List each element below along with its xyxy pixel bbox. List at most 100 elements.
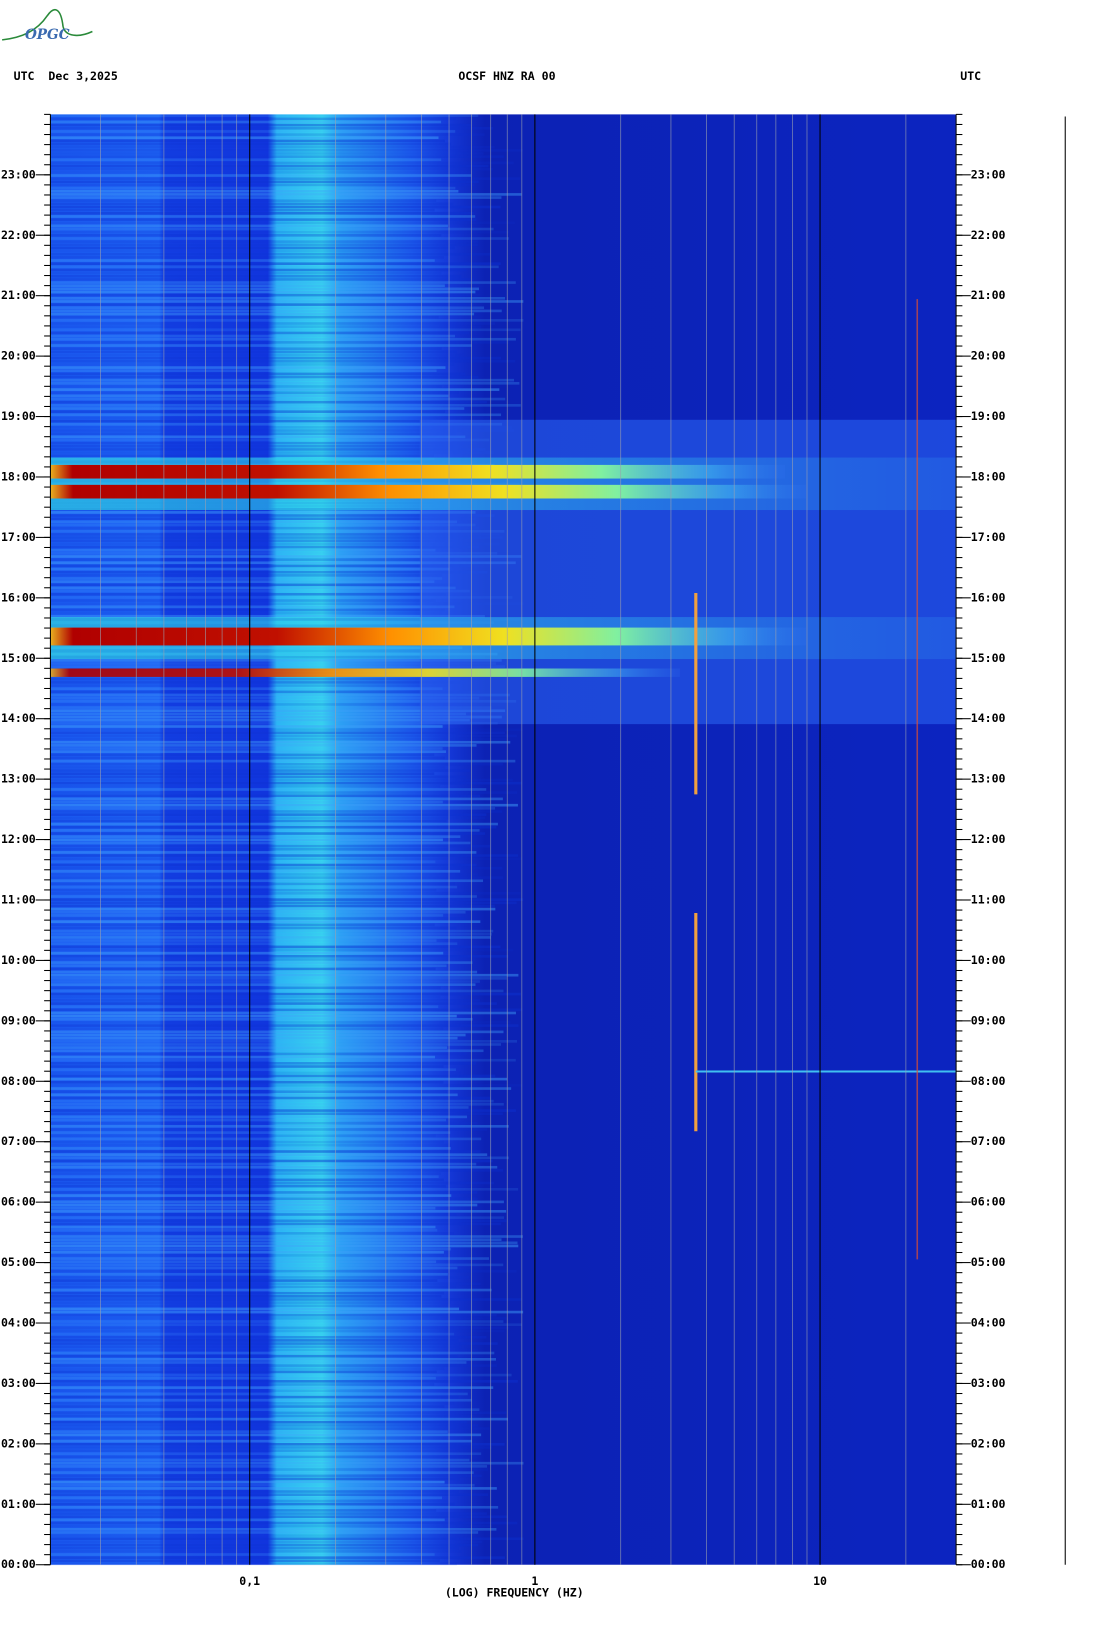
streak xyxy=(50,149,523,152)
streak xyxy=(50,1159,493,1163)
streak xyxy=(50,1335,487,1339)
y-tick-label: 21:00 xyxy=(971,288,1006,302)
streak xyxy=(50,1027,444,1031)
streak xyxy=(50,586,456,590)
streak xyxy=(50,1118,447,1122)
streak xyxy=(50,306,485,310)
streak xyxy=(50,561,516,565)
streak xyxy=(50,722,498,725)
streak xyxy=(50,923,435,927)
streak xyxy=(50,274,462,278)
streak xyxy=(50,819,447,823)
streak xyxy=(50,665,506,668)
streak xyxy=(50,822,498,826)
streak xyxy=(50,759,516,763)
y-tick-label: 15:00 xyxy=(971,651,1006,665)
y-tick-label: 08:00 xyxy=(1,1074,36,1088)
streak xyxy=(50,989,504,993)
streak xyxy=(50,1524,492,1528)
streak xyxy=(50,854,519,857)
streak xyxy=(50,756,445,760)
streak xyxy=(50,1235,523,1238)
streak xyxy=(50,211,474,215)
streak xyxy=(50,1461,524,1465)
streak xyxy=(50,1348,479,1352)
chart-title: OCSF HNZ RA 00 xyxy=(458,69,555,83)
streak xyxy=(50,583,457,587)
streak xyxy=(50,1191,478,1194)
streak xyxy=(50,385,442,388)
streak xyxy=(50,1465,488,1468)
y-tick-label: 23:00 xyxy=(971,167,1006,181)
streak xyxy=(50,312,475,316)
streak xyxy=(50,1002,497,1005)
streak xyxy=(50,929,494,933)
streak xyxy=(50,1077,508,1081)
y-tick-label: 20:00 xyxy=(1,349,36,363)
streak xyxy=(50,1480,445,1484)
streak xyxy=(50,986,441,990)
streak xyxy=(50,611,443,615)
streak xyxy=(50,844,491,848)
streak xyxy=(50,426,512,429)
streak xyxy=(50,1046,448,1049)
streak xyxy=(50,762,503,766)
streak xyxy=(50,1357,496,1361)
streak xyxy=(50,1140,444,1144)
streak xyxy=(50,218,477,221)
streak xyxy=(50,564,472,568)
streak xyxy=(50,171,475,174)
streak xyxy=(50,1131,451,1134)
streak xyxy=(50,917,466,920)
streak xyxy=(50,1386,494,1389)
streak xyxy=(50,215,476,218)
streak xyxy=(50,1354,458,1358)
streak xyxy=(50,331,470,335)
streak xyxy=(50,1200,504,1204)
streak xyxy=(50,1169,504,1172)
streak xyxy=(50,784,441,788)
streak xyxy=(50,1307,460,1311)
streak xyxy=(50,592,447,596)
y-tick-label: 10:00 xyxy=(1,953,36,967)
streak xyxy=(50,945,501,949)
streak xyxy=(50,1528,497,1531)
y-tick-label: 18:00 xyxy=(1,469,36,483)
streak xyxy=(50,932,493,936)
streak xyxy=(50,731,505,735)
streak xyxy=(50,221,515,225)
streak xyxy=(50,123,472,127)
streak xyxy=(50,337,516,341)
streak xyxy=(50,1509,437,1512)
streak xyxy=(50,895,477,898)
streak xyxy=(50,1433,482,1437)
streak xyxy=(50,237,509,240)
streak xyxy=(50,1008,523,1012)
streak xyxy=(50,1361,467,1364)
streak xyxy=(50,1216,505,1219)
y-tick-label: 01:00 xyxy=(971,1497,1006,1511)
y-tick-label: 00:00 xyxy=(1,1557,36,1571)
y-tick-label: 13:00 xyxy=(971,772,1006,786)
streak xyxy=(50,334,455,338)
streak xyxy=(50,526,479,530)
streak xyxy=(50,1254,445,1257)
streak xyxy=(50,246,455,250)
streak xyxy=(50,955,509,958)
streak xyxy=(50,545,479,549)
streak xyxy=(50,599,436,602)
streak xyxy=(50,1402,455,1405)
streak xyxy=(50,744,477,747)
streak xyxy=(50,1496,443,1500)
streak xyxy=(50,892,521,895)
streak xyxy=(50,1043,502,1046)
streak xyxy=(50,130,456,133)
streak xyxy=(50,973,519,977)
streak xyxy=(50,832,486,835)
streak xyxy=(50,1115,468,1119)
streak xyxy=(50,800,443,804)
streak xyxy=(50,1272,448,1276)
streak xyxy=(50,1055,436,1059)
streak xyxy=(50,995,441,999)
